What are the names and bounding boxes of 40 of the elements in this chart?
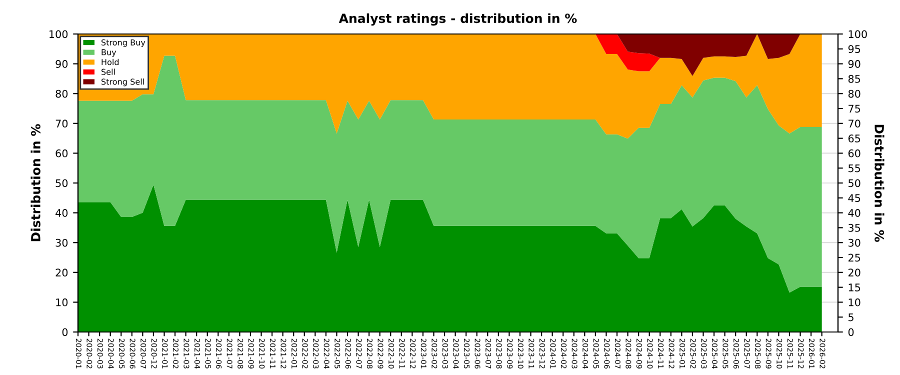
y-tick-label: 90: [56, 60, 68, 68]
y2-tick-label: 25: [848, 254, 860, 262]
legend-label: Buy: [102, 49, 116, 57]
y-tick-label: 0: [62, 328, 68, 336]
y2-tick-label: 100: [848, 30, 867, 38]
legend-label: Hold: [102, 58, 119, 66]
y2-tick-label: 20: [848, 268, 860, 277]
legend-label: Sell: [101, 68, 115, 75]
y-tick-label: 60: [56, 149, 68, 158]
y-axis-title: Distribution in %: [30, 124, 40, 242]
y2-tick-label: 60: [848, 149, 860, 158]
y2-tick-label: 75: [848, 104, 860, 113]
y-tick-label: 80: [56, 90, 68, 98]
y2-tick-label: 50: [848, 179, 860, 188]
y2-tick-label: 85: [848, 74, 860, 83]
legend-label: Strong Buy: [101, 39, 146, 48]
y2-tick-label: 10: [848, 298, 860, 306]
y2-tick-label: 65: [848, 134, 860, 142]
y2-tick-label: 35: [848, 224, 860, 232]
y-tick-label: 30: [56, 238, 68, 247]
chart-title: Analyst ratings - distribution in %: [338, 13, 577, 26]
y2-tick-label: 55: [848, 164, 860, 172]
y2-tick-label: 30: [848, 238, 860, 247]
y2-tick-label: 0: [848, 328, 854, 336]
y2-tick-label: 90: [848, 60, 860, 68]
y-tick-label: 10: [56, 298, 68, 306]
y2-tick-label: 95: [848, 45, 860, 54]
y2-tick-label: 70: [848, 120, 860, 128]
y-tick-label: 40: [56, 209, 68, 217]
y2-tick-label: 5: [848, 313, 854, 322]
legend-label: Strong Sell: [101, 78, 144, 86]
y2-tick-label: 40: [848, 209, 860, 217]
y2-tick-label: 80: [848, 90, 860, 98]
y-tick-label: 20: [56, 268, 68, 277]
y-tick-label: 100: [50, 30, 68, 38]
y2-tick-label: 15: [848, 284, 860, 292]
y-tick-label: 70: [56, 120, 68, 128]
y-tick-label: 50: [56, 179, 68, 188]
y2-axis-title: Distribution in %: [874, 124, 884, 242]
y2-tick-label: 45: [848, 194, 860, 202]
